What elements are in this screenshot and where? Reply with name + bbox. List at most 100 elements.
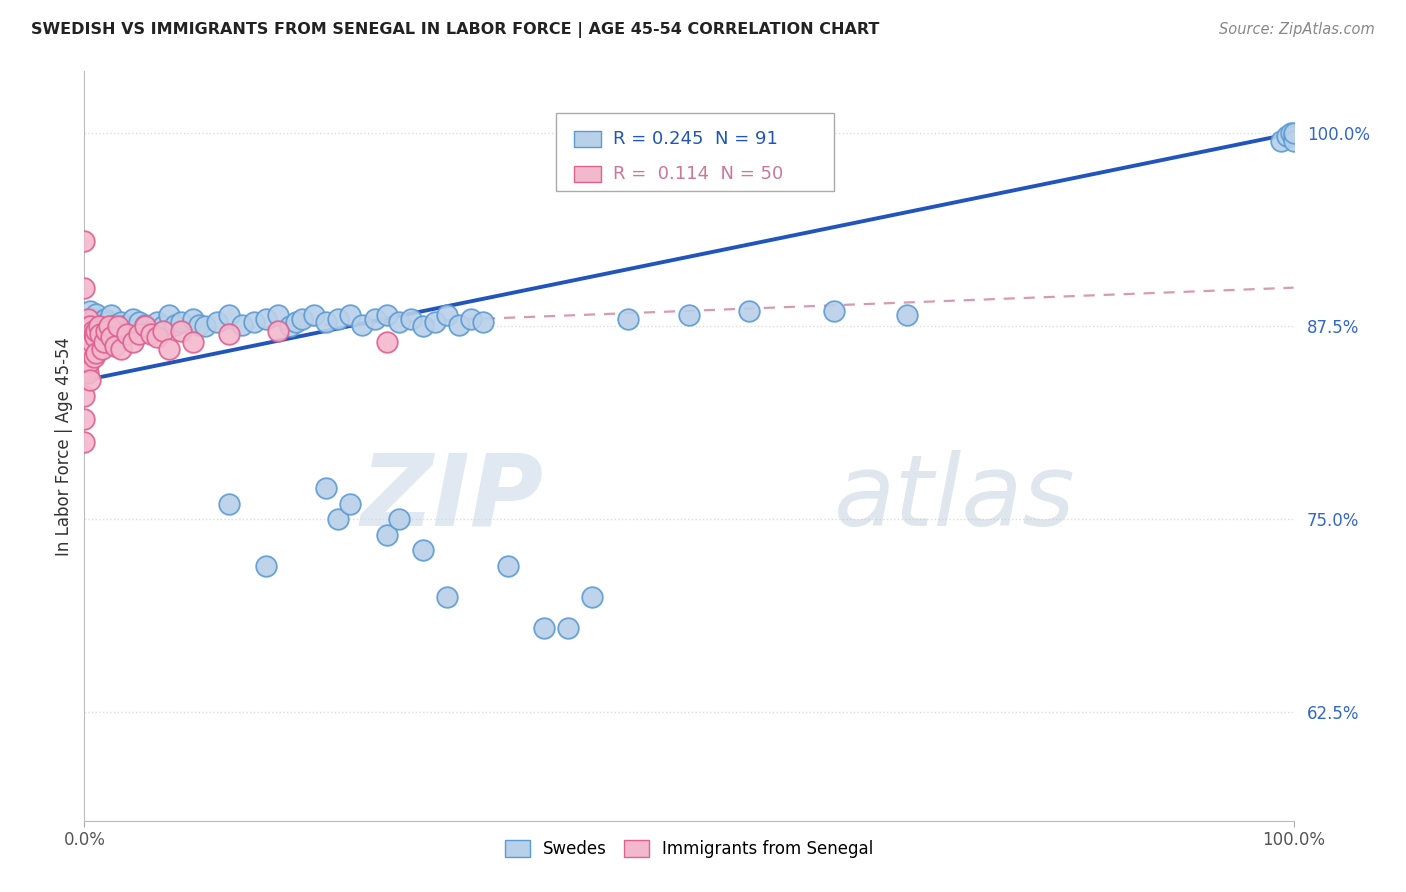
Point	[97, 319, 120, 334]
Point	[87, 326, 110, 341]
Point	[436, 309, 458, 323]
Point	[73, 435, 96, 450]
Point	[134, 319, 156, 334]
Point	[339, 497, 361, 511]
Point	[107, 319, 129, 334]
Point	[94, 311, 117, 326]
Point	[89, 326, 111, 341]
Point	[1270, 134, 1292, 148]
Point	[86, 345, 108, 359]
Point	[73, 319, 96, 334]
Point	[315, 315, 337, 329]
Point	[1277, 129, 1299, 144]
Point	[284, 315, 308, 329]
Point	[110, 315, 132, 329]
Point	[73, 280, 96, 294]
Point	[87, 319, 110, 334]
Point	[77, 311, 100, 326]
Text: Source: ZipAtlas.com: Source: ZipAtlas.com	[1219, 22, 1375, 37]
Point	[412, 319, 434, 334]
Point	[73, 326, 96, 341]
Point	[112, 319, 135, 334]
Point	[1279, 126, 1302, 140]
Point	[77, 334, 100, 349]
Point	[82, 324, 104, 338]
Point	[86, 307, 108, 321]
Point	[557, 621, 579, 635]
Point	[79, 345, 101, 359]
Point	[100, 309, 122, 323]
Point	[79, 303, 101, 318]
Point	[77, 326, 100, 341]
Point	[94, 324, 117, 338]
Point	[75, 319, 97, 334]
Point	[496, 558, 519, 573]
Point	[121, 311, 143, 326]
Point	[107, 324, 129, 338]
Text: ZIP: ZIP	[361, 450, 544, 547]
Point	[73, 366, 96, 380]
Point	[617, 311, 640, 326]
Point	[231, 318, 253, 332]
Point	[267, 324, 290, 338]
Point	[315, 482, 337, 496]
Point	[83, 350, 105, 364]
Point	[86, 324, 108, 338]
Point	[328, 311, 350, 326]
Point	[460, 311, 482, 326]
Point	[134, 318, 156, 332]
Point	[207, 315, 229, 329]
Point	[84, 330, 107, 344]
Point	[399, 311, 422, 326]
Point	[328, 512, 350, 526]
Point	[1282, 134, 1305, 148]
Point	[121, 334, 143, 349]
Point	[84, 330, 107, 344]
Point	[1282, 129, 1305, 144]
Point	[738, 303, 761, 318]
Point	[218, 309, 240, 323]
Point	[86, 319, 108, 334]
Point	[128, 315, 150, 329]
Point	[267, 309, 290, 323]
Point	[157, 343, 180, 357]
Point	[146, 315, 169, 329]
Point	[110, 343, 132, 357]
Text: R =  0.114  N = 50: R = 0.114 N = 50	[613, 165, 783, 183]
Point	[218, 497, 240, 511]
Point	[76, 358, 98, 372]
Point	[302, 309, 325, 323]
Point	[115, 324, 138, 338]
Point	[73, 412, 96, 426]
Point	[97, 319, 120, 334]
Point	[83, 326, 105, 341]
Point	[91, 343, 114, 357]
Point	[79, 319, 101, 334]
Point	[678, 309, 700, 323]
Point	[75, 343, 97, 357]
Point	[181, 311, 204, 326]
Point	[100, 330, 122, 344]
Point	[388, 512, 411, 526]
Point	[472, 315, 495, 329]
Point	[90, 322, 112, 336]
Point	[128, 326, 150, 341]
Point	[339, 309, 361, 323]
Point	[291, 311, 314, 326]
Point	[94, 324, 117, 338]
Point	[152, 319, 174, 334]
Point	[254, 311, 277, 326]
Point	[152, 324, 174, 338]
FancyBboxPatch shape	[574, 130, 600, 147]
Point	[242, 315, 264, 329]
Point	[896, 309, 918, 323]
Point	[363, 311, 385, 326]
Point	[76, 326, 98, 341]
Point	[165, 318, 187, 332]
Point	[157, 309, 180, 323]
Point	[115, 326, 138, 341]
Point	[449, 318, 471, 332]
Point	[170, 324, 193, 338]
Point	[1282, 126, 1305, 140]
Point	[73, 389, 96, 403]
